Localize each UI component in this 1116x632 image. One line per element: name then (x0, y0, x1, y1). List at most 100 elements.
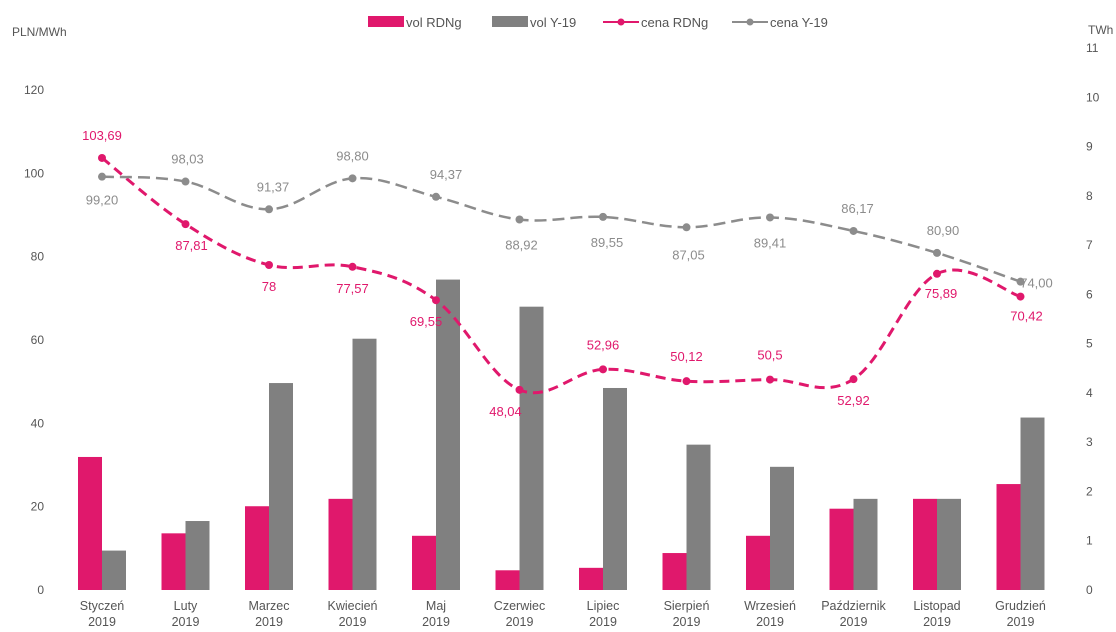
data-label-cena-rdng: 70,42 (1010, 309, 1043, 324)
data-label-cena-rdng: 78 (262, 279, 276, 294)
point-cena-y19 (682, 223, 691, 232)
right-tick-label: 0 (1086, 583, 1093, 597)
bar-vol-y19 (519, 306, 544, 590)
left-tick-label: 20 (31, 500, 45, 514)
right-tick-label: 10 (1086, 90, 1100, 104)
category-label-month: Październik (821, 599, 886, 613)
left-tick-label: 100 (24, 166, 44, 180)
data-label-cena-y19: 89,55 (591, 235, 624, 250)
legend: vol RDNg vol Y-19 cena RDNg cena Y-19 (368, 15, 828, 30)
bar-vol-rdng (913, 498, 937, 590)
data-label-cena-rdng: 69,55 (410, 314, 443, 329)
bar-vol-rdng (412, 535, 436, 590)
data-label-cena-rdng: 50,12 (670, 349, 703, 364)
point-cena-y19 (599, 212, 607, 221)
legend-label: cena Y-19 (770, 15, 828, 30)
line-series (98, 153, 1025, 395)
point-cena-y19 (1016, 277, 1025, 286)
bar-vol-rdng (78, 456, 102, 590)
right-tick-label: 11 (1086, 41, 1099, 55)
bar-vol-y19 (436, 279, 460, 590)
category-label-year: 2019 (923, 615, 951, 629)
bar-vol-y19 (686, 444, 711, 590)
data-label-cena-y19: 91,37 (257, 179, 290, 194)
data-label-cena-rdng: 77,57 (336, 281, 369, 296)
legend-swatch-marker (746, 18, 754, 26)
legend-label: cena RDNg (641, 15, 708, 30)
bar-vol-y19 (269, 383, 293, 590)
category-label-year: 2019 (172, 615, 200, 629)
right-axis-unit: TWh (1088, 23, 1113, 37)
category-labels: Styczeń 2019 Luty 2019 Marzec 2019 Kwiecień 201… (80, 599, 1046, 629)
data-label-cena-rdng: 48,04 (489, 404, 522, 419)
bar-vol-y19 (352, 338, 377, 590)
left-axis-ticks: 0 20 40 60 80 100 120 (24, 83, 44, 597)
category-label-year: 2019 (255, 615, 283, 629)
point-cena-rdng (348, 262, 357, 271)
point-cena-y19 (432, 192, 440, 201)
bar-vol-y19 (770, 466, 794, 590)
legend-swatch-bar (492, 16, 528, 27)
left-tick-label: 40 (31, 416, 45, 430)
point-cena-y19 (98, 172, 106, 181)
point-cena-rdng (98, 153, 106, 162)
category-label-year: 2019 (339, 615, 367, 629)
legend-swatch-marker (617, 18, 625, 26)
left-axis-unit: PLN/MWh (12, 25, 67, 39)
category-label-month: Wrzesień (744, 599, 796, 613)
bar-vol-y19 (937, 498, 961, 590)
point-cena-rdng (515, 385, 524, 394)
line-cena-rdng (101, 156, 1021, 395)
category-label-month: Kwiecień (327, 599, 377, 613)
category-label-year: 2019 (1007, 615, 1035, 629)
point-cena-y19 (933, 248, 941, 257)
category-label-month: Marzec (249, 599, 290, 613)
right-tick-label: 5 (1086, 337, 1093, 351)
point-cena-rdng (849, 375, 858, 384)
bar-series (78, 279, 1045, 590)
category-label-month: Czerwiec (494, 599, 545, 613)
right-tick-label: 4 (1086, 386, 1093, 400)
point-cena-y19 (348, 174, 357, 183)
data-label-cena-rdng: 103,69 (82, 128, 122, 143)
right-tick-label: 7 (1086, 238, 1093, 252)
category-label-month: Lipiec (587, 599, 620, 613)
bar-vol-rdng (161, 533, 186, 590)
category-label-year: 2019 (589, 615, 617, 629)
right-tick-label: 3 (1086, 435, 1093, 449)
data-label-cena-rdng: 52,96 (587, 337, 620, 352)
point-cena-rdng (933, 269, 941, 278)
bar-vol-rdng (245, 506, 269, 590)
data-label-cena-y19: 80,90 (927, 223, 960, 238)
point-cena-y19 (181, 177, 190, 186)
right-tick-label: 1 (1086, 534, 1093, 548)
right-axis-ticks: 0 1 2 3 4 5 6 7 8 9 10 11 (1086, 41, 1100, 597)
bar-vol-rdng (328, 498, 353, 590)
data-label-cena-y19: 98,03 (171, 152, 204, 167)
left-tick-label: 0 (37, 583, 44, 597)
bar-vol-y19 (1020, 417, 1045, 590)
point-cena-rdng (432, 296, 440, 305)
category-label-year: 2019 (840, 615, 868, 629)
point-cena-rdng (181, 220, 190, 229)
data-label-cena-rdng: 75,89 (925, 286, 958, 301)
category-label-year: 2019 (422, 615, 450, 629)
category-label-month: Luty (174, 599, 198, 613)
point-cena-rdng (1016, 292, 1025, 301)
point-cena-rdng (599, 365, 607, 374)
line-cena-y19 (101, 175, 1021, 283)
data-label-cena-y19: 87,05 (672, 247, 705, 262)
right-tick-label: 6 (1086, 287, 1093, 301)
data-label-cena-y19: 86,17 (841, 201, 874, 216)
point-cena-y19 (849, 226, 858, 235)
bar-vol-rdng (662, 553, 687, 590)
right-tick-label: 2 (1086, 484, 1093, 498)
legend-label: vol RDNg (406, 15, 462, 30)
bar-vol-y19 (102, 550, 126, 590)
data-label-cena-y19: 88,92 (505, 238, 538, 253)
data-label-cena-rdng: 87,81 (175, 238, 208, 253)
point-cena-rdng (682, 377, 691, 386)
legend-swatch-bar (368, 16, 404, 27)
point-cena-y19 (265, 205, 273, 214)
data-label-cena-rdng: 52,92 (837, 393, 870, 408)
